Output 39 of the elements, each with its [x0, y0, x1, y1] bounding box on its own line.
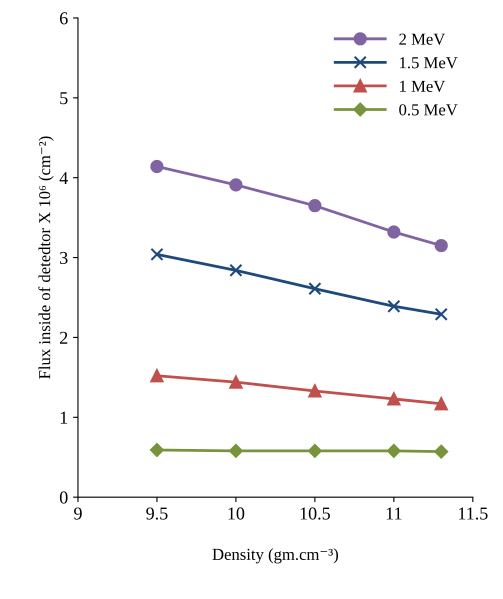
x-tick-label: 9: [74, 507, 82, 520]
point: [386, 444, 401, 458]
point: [308, 199, 322, 212]
x-tick-label: 9.5: [146, 507, 168, 520]
legend-label: 1.5 MeV: [400, 57, 458, 68]
y-tick-label: 1: [60, 412, 68, 424]
legend-label: 1 MeV: [400, 80, 446, 92]
point: [434, 444, 448, 459]
point: [308, 444, 322, 458]
point: [229, 376, 243, 389]
point: [150, 248, 164, 261]
point: [228, 444, 243, 458]
x-tick-label: 11.5: [458, 508, 488, 520]
point: [150, 443, 164, 457]
y-tick-label: 2: [60, 332, 68, 344]
point: [387, 300, 400, 313]
point: [387, 392, 400, 406]
point: [229, 264, 243, 277]
point: [150, 160, 164, 174]
point: [434, 238, 448, 252]
y-tick-label: 5: [60, 92, 68, 104]
y-tick-label: 3: [60, 252, 68, 264]
x-axis-title: Density (gm.cm⁻³): [212, 548, 338, 564]
point: [229, 178, 243, 192]
legend-label: 2 MeV: [399, 34, 446, 45]
point: [308, 282, 322, 296]
y-tick-label: 4: [60, 172, 68, 184]
y-tick-label: 0: [60, 491, 68, 504]
y-axis-title: Flux inside of detedtor X 10⁶ (cm⁻²): [38, 136, 54, 379]
point: [434, 397, 448, 410]
legend-label: 0.5 MeV: [399, 104, 458, 116]
x-tick-label: 10.5: [300, 507, 330, 520]
x-tick-label: 10: [228, 507, 244, 520]
point: [434, 308, 448, 321]
point: [150, 369, 164, 382]
point: [387, 225, 400, 239]
point: [308, 384, 322, 398]
y-tick-label: 6: [60, 12, 68, 24]
x-tick-label: 11: [386, 508, 402, 520]
